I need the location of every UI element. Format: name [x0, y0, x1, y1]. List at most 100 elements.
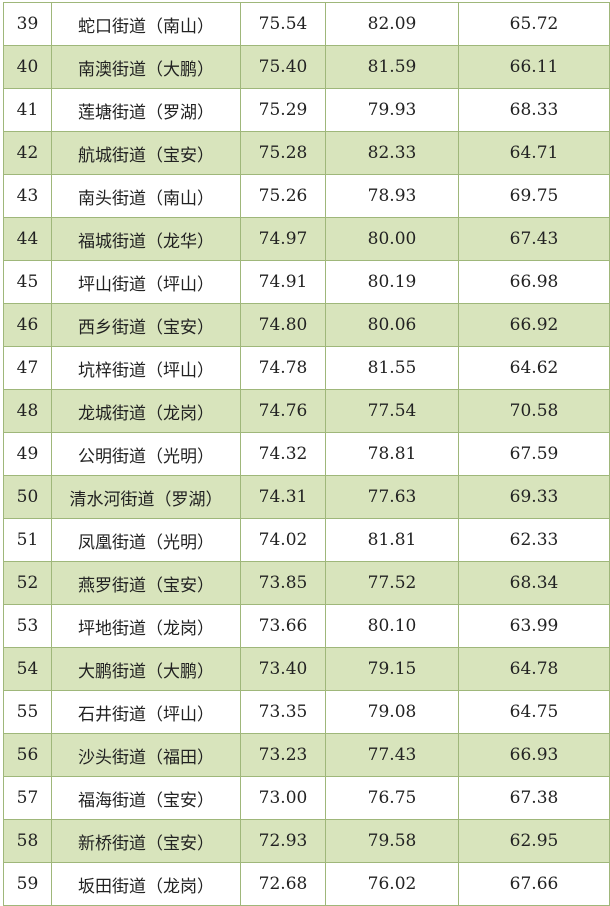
street-name-cell: 公明街道（光明）	[51, 432, 241, 476]
score-a-cell: 77.54	[325, 389, 459, 433]
rank-cell: 48	[3, 389, 52, 433]
table-row: 45 坪山街道（坪山） 74.91 80.19 66.98	[3, 260, 610, 304]
street-name-cell: 蛇口街道（南山）	[51, 2, 241, 46]
rank-cell: 53	[3, 604, 52, 648]
score-b-cell: 67.38	[458, 776, 610, 820]
score-total-cell: 73.66	[240, 604, 326, 648]
table-row: 46 西乡街道（宝安） 74.80 80.06 66.92	[3, 303, 610, 347]
score-b-cell: 66.92	[458, 303, 610, 347]
table-body: 39 蛇口街道（南山） 75.54 82.09 65.72 40 南澳街道（大鹏） 75.40…	[3, 2, 610, 906]
score-total-cell: 73.00	[240, 776, 326, 820]
street-name-cell: 福海街道（宝安）	[51, 776, 241, 820]
street-name-cell: 南头街道（南山）	[51, 174, 241, 218]
score-a-cell: 77.52	[325, 561, 459, 605]
rank-cell: 46	[3, 303, 52, 347]
street-name-cell: 西乡街道（宝安）	[51, 303, 241, 347]
score-a-cell: 78.81	[325, 432, 459, 476]
score-a-cell: 80.06	[325, 303, 459, 347]
table-row: 42 航城街道（宝安） 75.28 82.33 64.71	[3, 131, 610, 175]
street-name-cell: 新桥街道（宝安）	[51, 819, 241, 863]
street-name-cell: 南澳街道（大鹏）	[51, 45, 241, 89]
score-total-cell: 74.91	[240, 260, 326, 304]
street-name-cell: 清水河街道（罗湖）	[51, 475, 241, 519]
score-a-cell: 80.19	[325, 260, 459, 304]
score-b-cell: 62.33	[458, 518, 610, 562]
score-a-cell: 79.15	[325, 647, 459, 691]
table-row: 41 莲塘街道（罗湖） 75.29 79.93 68.33	[3, 88, 610, 132]
score-b-cell: 64.78	[458, 647, 610, 691]
table-row: 49 公明街道（光明） 74.32 78.81 67.59	[3, 432, 610, 476]
table-row: 58 新桥街道（宝安） 72.93 79.58 62.95	[3, 819, 610, 863]
score-a-cell: 81.59	[325, 45, 459, 89]
street-name-cell: 凤凰街道（光明）	[51, 518, 241, 562]
score-b-cell: 63.99	[458, 604, 610, 648]
rank-cell: 59	[3, 862, 52, 906]
table-row: 51 凤凰街道（光明） 74.02 81.81 62.33	[3, 518, 610, 562]
rank-cell: 47	[3, 346, 52, 390]
score-b-cell: 66.11	[458, 45, 610, 89]
rank-cell: 43	[3, 174, 52, 218]
score-total-cell: 75.54	[240, 2, 326, 46]
rank-cell: 50	[3, 475, 52, 519]
rank-cell: 55	[3, 690, 52, 734]
table-row: 53 坪地街道（龙岗） 73.66 80.10 63.99	[3, 604, 610, 648]
score-total-cell: 75.28	[240, 131, 326, 175]
score-total-cell: 74.31	[240, 475, 326, 519]
score-total-cell: 74.97	[240, 217, 326, 261]
score-a-cell: 79.93	[325, 88, 459, 132]
street-name-cell: 石井街道（坪山）	[51, 690, 241, 734]
table-row: 56 沙头街道（福田） 73.23 77.43 66.93	[3, 733, 610, 777]
score-b-cell: 67.59	[458, 432, 610, 476]
rank-cell: 58	[3, 819, 52, 863]
score-total-cell: 74.32	[240, 432, 326, 476]
rank-cell: 44	[3, 217, 52, 261]
score-total-cell: 75.29	[240, 88, 326, 132]
score-b-cell: 64.71	[458, 131, 610, 175]
street-name-cell: 大鹏街道（大鹏）	[51, 647, 241, 691]
score-b-cell: 69.75	[458, 174, 610, 218]
street-name-cell: 莲塘街道（罗湖）	[51, 88, 241, 132]
score-b-cell: 69.33	[458, 475, 610, 519]
table-row: 43 南头街道（南山） 75.26 78.93 69.75	[3, 174, 610, 218]
score-a-cell: 81.55	[325, 346, 459, 390]
street-name-cell: 沙头街道（福田）	[51, 733, 241, 777]
score-total-cell: 73.85	[240, 561, 326, 605]
rank-cell: 49	[3, 432, 52, 476]
score-total-cell: 74.02	[240, 518, 326, 562]
rank-cell: 45	[3, 260, 52, 304]
street-name-cell: 坑梓街道（坪山）	[51, 346, 241, 390]
score-b-cell: 67.43	[458, 217, 610, 261]
table-row: 47 坑梓街道（坪山） 74.78 81.55 64.62	[3, 346, 610, 390]
score-b-cell: 64.75	[458, 690, 610, 734]
score-a-cell: 82.33	[325, 131, 459, 175]
score-a-cell: 80.00	[325, 217, 459, 261]
table-row: 40 南澳街道（大鹏） 75.40 81.59 66.11	[3, 45, 610, 89]
score-b-cell: 66.93	[458, 733, 610, 777]
rank-cell: 52	[3, 561, 52, 605]
score-a-cell: 78.93	[325, 174, 459, 218]
score-total-cell: 75.40	[240, 45, 326, 89]
score-b-cell: 68.33	[458, 88, 610, 132]
table-row: 59 坂田街道（龙岗） 72.68 76.02 67.66	[3, 862, 610, 906]
score-a-cell: 77.63	[325, 475, 459, 519]
rank-cell: 57	[3, 776, 52, 820]
score-a-cell: 80.10	[325, 604, 459, 648]
score-a-cell: 76.75	[325, 776, 459, 820]
rank-cell: 54	[3, 647, 52, 691]
rank-cell: 51	[3, 518, 52, 562]
score-b-cell: 66.98	[458, 260, 610, 304]
table-row: 50 清水河街道（罗湖） 74.31 77.63 69.33	[3, 475, 610, 519]
rank-cell: 40	[3, 45, 52, 89]
score-total-cell: 75.26	[240, 174, 326, 218]
score-b-cell: 67.66	[458, 862, 610, 906]
street-name-cell: 燕罗街道（宝安）	[51, 561, 241, 605]
street-name-cell: 坂田街道（龙岗）	[51, 862, 241, 906]
score-b-cell: 68.34	[458, 561, 610, 605]
rank-cell: 39	[3, 2, 52, 46]
score-total-cell: 74.80	[240, 303, 326, 347]
street-name-cell: 福城街道（龙华）	[51, 217, 241, 261]
score-a-cell: 79.08	[325, 690, 459, 734]
score-total-cell: 73.35	[240, 690, 326, 734]
score-a-cell: 81.81	[325, 518, 459, 562]
score-total-cell: 73.40	[240, 647, 326, 691]
